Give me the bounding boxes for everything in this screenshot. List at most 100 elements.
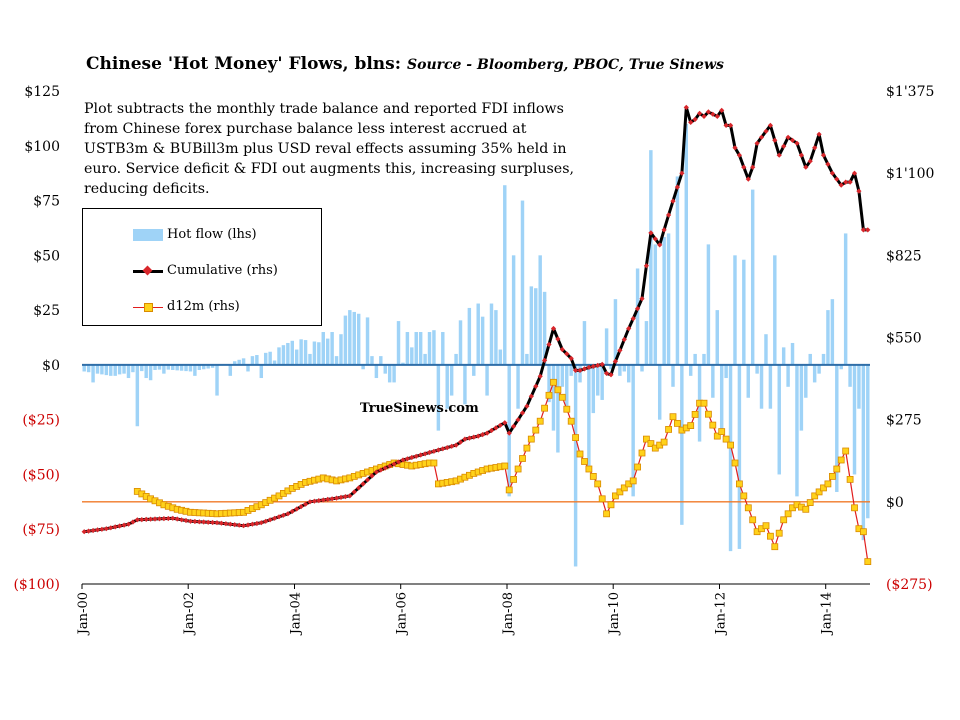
cumulative-point: [688, 119, 694, 125]
d12m-point: [824, 480, 832, 488]
hot-flow-bar: [268, 351, 272, 365]
left-tick-label: $125: [24, 84, 60, 100]
methodology-note: Plot subtracts the monthly trade balance…: [84, 101, 574, 197]
cumulative-point: [621, 336, 627, 343]
cumulative-point: [431, 448, 437, 454]
cumulative-point: [586, 364, 592, 370]
hot-flow-bar: [857, 364, 861, 409]
d12m-point: [647, 440, 655, 448]
hot-flow-bar: [591, 364, 596, 414]
cumulative-point: [617, 347, 623, 353]
cumulative-point: [227, 521, 233, 527]
cumulative-point: [245, 522, 251, 528]
cumulative-point: [303, 501, 309, 507]
cumulative-point: [320, 497, 326, 503]
hot-flow-bar: [843, 233, 848, 365]
cumulative-point: [223, 521, 229, 527]
hot-flow-bar: [715, 310, 719, 365]
cumulative-point: [550, 325, 557, 332]
hot-flow-bar: [688, 364, 693, 376]
hot-flow-bar: [565, 364, 569, 409]
hot-flow-bar: [405, 332, 410, 365]
d12m-point: [541, 404, 548, 412]
x-tick-label: Jan-04: [289, 592, 304, 636]
cumulative-point: [767, 122, 773, 128]
hot-flow-bar: [742, 259, 746, 365]
cumulative-point: [710, 111, 716, 117]
cumulative-point: [276, 514, 282, 520]
hot-flow-bar: [122, 364, 126, 374]
cumulative-point: [311, 498, 317, 504]
cumulative-point: [657, 242, 663, 248]
hot-flow-bar: [467, 307, 472, 365]
cumulative-point: [103, 526, 109, 532]
d12m-point: [851, 504, 858, 512]
d12m-point: [519, 455, 526, 462]
hot-flow-bar: [817, 364, 821, 374]
cumulative-point: [108, 525, 114, 531]
cumulative-point: [573, 367, 579, 373]
cumulative-point: [81, 529, 87, 535]
right-tick-label: $550: [886, 331, 922, 347]
hot-flow-bar: [175, 364, 179, 371]
hot-flow-bar: [131, 364, 135, 373]
cumulative-point: [364, 477, 371, 483]
cumulative-point: [369, 473, 375, 479]
hot-flow-bar: [600, 364, 604, 400]
cumulative-point: [807, 158, 813, 164]
hot-flow-bar: [91, 364, 95, 383]
hot-flow-bar: [290, 340, 294, 365]
hot-flow-bar: [830, 299, 835, 365]
d12m-point: [501, 462, 509, 470]
d12m-point: [581, 458, 588, 465]
cumulative-point: [174, 516, 180, 522]
hot-flow-bar: [476, 303, 480, 365]
hot-flow-bar: [631, 364, 635, 497]
d12m-point: [620, 484, 628, 492]
cumulative-point: [148, 516, 154, 522]
hot-flow-bar: [582, 321, 587, 365]
cumulative-point: [289, 508, 295, 514]
cumulative-point: [298, 504, 304, 510]
cumulative-point: [201, 519, 207, 525]
cumulative-point: [249, 521, 255, 527]
hot-flow-bar: [312, 341, 317, 365]
d12m-point: [523, 444, 531, 452]
cumulative-point: [112, 524, 118, 530]
hot-flow-bar: [197, 364, 202, 370]
hot-flow-bar: [680, 364, 684, 525]
cumulative-point: [723, 122, 729, 128]
hot-flow-bar: [294, 349, 299, 365]
cumulative-point: [542, 357, 548, 363]
legend-item-d12m: d12m (rhs): [83, 297, 321, 317]
hot-flow-bar: [140, 364, 144, 372]
hot-flow-bar: [489, 303, 494, 365]
hot-flow-bar: [188, 364, 193, 372]
d12m-point: [767, 532, 774, 540]
hot-flow-bar: [113, 364, 117, 376]
cumulative-point: [843, 179, 849, 185]
hot-flow-bar: [95, 364, 100, 374]
legend-label-cumulative: Cumulative (rhs): [167, 263, 278, 278]
cumulative-point: [444, 445, 450, 451]
d12m-point: [643, 435, 650, 443]
cumulative-point: [471, 434, 477, 440]
legend-item-cumulative: Cumulative (rhs): [83, 261, 321, 281]
cumulative-point: [829, 170, 835, 176]
hot-flow-bar: [724, 364, 728, 379]
hot-flow-bar: [241, 358, 246, 365]
hot-flow-bar: [303, 340, 308, 365]
d12m-point: [864, 558, 872, 565]
cumulative-point: [404, 456, 410, 462]
cumulative-point: [466, 435, 472, 441]
hot-flow-bar: [781, 347, 786, 365]
cumulative-point: [161, 516, 167, 522]
d12m-point: [691, 410, 699, 418]
d12m-point: [510, 475, 518, 483]
d12m-point: [629, 477, 637, 485]
cumulative-point: [736, 152, 742, 158]
d12m-point: [660, 438, 668, 446]
cumulative-point: [546, 341, 552, 348]
cumulative-point: [307, 499, 313, 505]
hot-flow-bar: [613, 299, 618, 365]
